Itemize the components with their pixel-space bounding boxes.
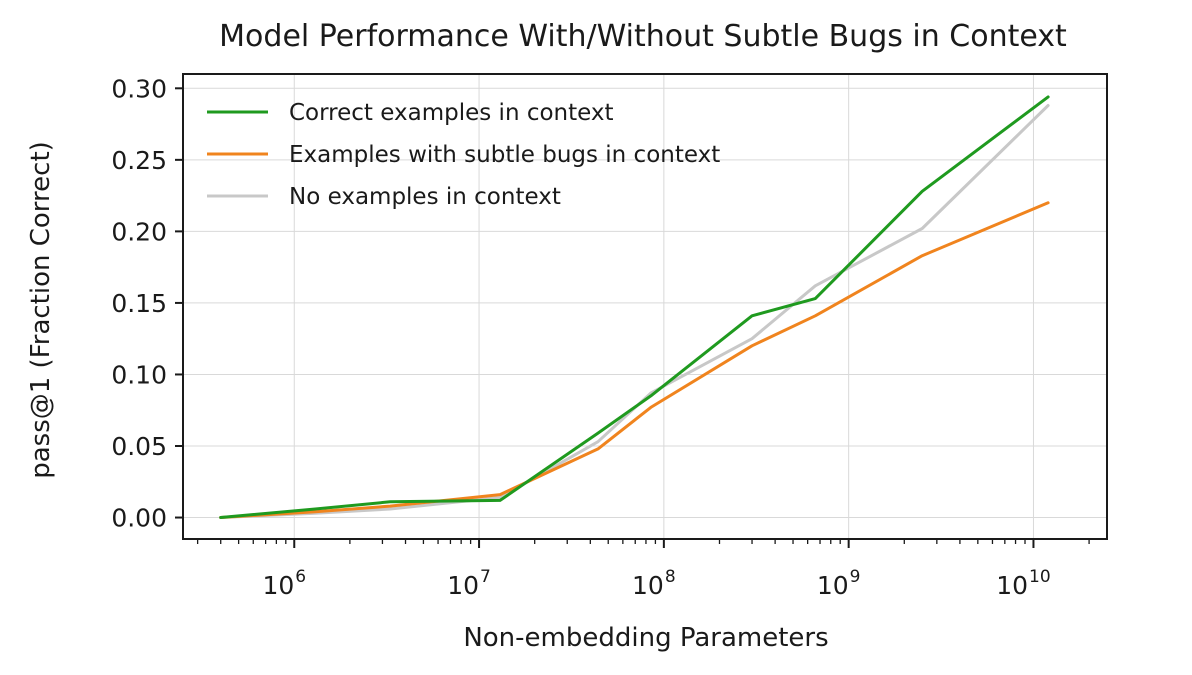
grid (183, 74, 1107, 539)
legend: Correct examples in context Examples with… (207, 100, 720, 210)
x-axis: 106 107 108 109 1010 (196, 539, 1090, 600)
y-axis: 0.00 0.05 0.10 0.15 0.20 0.25 0.30 (111, 74, 183, 533)
y-axis-label: pass@1 (Fraction Correct) (26, 141, 56, 479)
x-tick-label: 107 (447, 567, 491, 600)
series-line-2 (219, 104, 1050, 519)
legend-label: Correct examples in context (289, 100, 614, 126)
x-tick-label: 109 (817, 567, 861, 600)
y-tick-label: 0.20 (111, 217, 167, 246)
series-lines (219, 95, 1050, 519)
x-tick-label: 108 (632, 567, 676, 600)
plot-frame (182, 73, 1108, 540)
y-tick-label: 0.10 (111, 360, 167, 389)
y-tick-label: 0.25 (111, 146, 167, 175)
y-tick-label: 0.00 (111, 504, 167, 533)
x-tick-label: 106 (262, 567, 306, 600)
series-line-0 (219, 95, 1050, 519)
x-axis-label: Non-embedding Parameters (463, 623, 828, 653)
chart-title: Model Performance With/Without Subtle Bu… (219, 19, 1067, 54)
legend-label: No examples in context (289, 184, 561, 210)
legend-label: Examples with subtle bugs in context (289, 142, 720, 168)
y-tick-label: 0.15 (111, 289, 167, 318)
series-line-1 (219, 201, 1050, 519)
y-tick-label: 0.30 (111, 74, 167, 103)
x-tick-label: 1010 (996, 567, 1050, 600)
y-tick-label: 0.05 (111, 432, 167, 461)
